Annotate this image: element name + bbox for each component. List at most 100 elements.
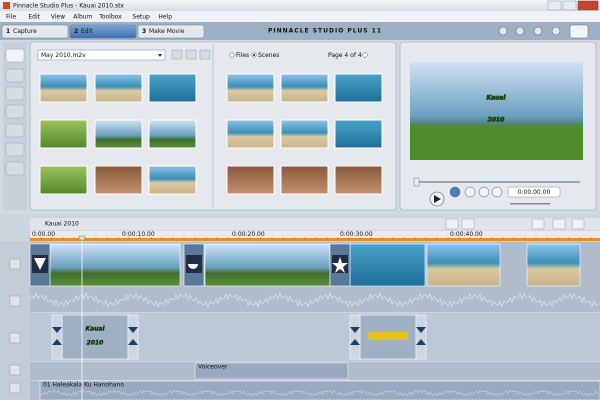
- view-option: Files: [236, 52, 249, 59]
- scene-thumbnail[interactable]: [148, 165, 197, 195]
- menu-item[interactable]: Setup: [132, 14, 150, 21]
- video-clip[interactable]: [49, 243, 181, 287]
- album-tool-tab[interactable]: [5, 68, 25, 83]
- title-transition[interactable]: [51, 314, 63, 360]
- voiceover-label: Voiceover: [198, 364, 228, 371]
- scene-thumbnail[interactable]: [334, 119, 383, 149]
- settings-icon[interactable]: [569, 24, 589, 39]
- scrubber-track: [414, 181, 580, 183]
- transport-button[interactable]: [478, 186, 490, 198]
- menu-item[interactable]: Toolbox: [98, 14, 122, 21]
- music-label: 01 Haleakala Ku Hanohano: [43, 382, 124, 389]
- track-icon[interactable]: [9, 332, 21, 344]
- scene-thumbnail[interactable]: [94, 165, 143, 195]
- transition-icon: [332, 257, 348, 273]
- video-clip[interactable]: [204, 243, 331, 287]
- album-tool-tab[interactable]: [5, 161, 25, 176]
- timeline-tool[interactable]: [461, 218, 475, 230]
- album-icon-button[interactable]: [185, 49, 197, 60]
- track-icon[interactable]: [9, 382, 21, 394]
- timecode: 0:00.00.00: [518, 189, 551, 196]
- transition-marker: [52, 327, 62, 345]
- transport-button[interactable]: [491, 186, 503, 198]
- album-tool-tab[interactable]: [5, 104, 25, 119]
- tab-number: 3: [142, 28, 146, 35]
- scene-thumbnail[interactable]: [280, 119, 329, 149]
- timeline-header: [30, 218, 600, 230]
- timeline-tool[interactable]: [552, 218, 566, 230]
- menu-item[interactable]: Edit: [28, 14, 40, 21]
- music-waveform: [39, 389, 599, 397]
- album-tool-tab[interactable]: [5, 123, 25, 138]
- ruler-label: 0:00.00: [32, 231, 55, 238]
- scene-thumbnail[interactable]: [39, 165, 88, 195]
- preview-grass: [410, 125, 583, 160]
- menu-item[interactable]: Album: [73, 14, 92, 21]
- album-icon-button[interactable]: [199, 49, 211, 60]
- ruler-line: [30, 238, 600, 241]
- close-button[interactable]: [577, 0, 599, 11]
- minimize-button[interactable]: [547, 0, 562, 11]
- track-icon[interactable]: [9, 295, 21, 307]
- audio-waveform: [29, 292, 599, 308]
- scene-thumbnail[interactable]: [334, 73, 383, 103]
- timeline-tool[interactable]: [531, 218, 545, 230]
- scene-thumbnail[interactable]: [334, 165, 383, 195]
- transition-marker: [128, 327, 138, 345]
- video-clip[interactable]: [526, 243, 581, 287]
- album-dropdown[interactable]: [37, 49, 166, 61]
- tab-label: Make Movie: [149, 28, 185, 35]
- album-tool-tab[interactable]: [5, 86, 25, 101]
- video-clip[interactable]: [349, 243, 426, 287]
- scene-thumbnail[interactable]: [280, 73, 329, 103]
- scene-thumbnail[interactable]: [39, 73, 88, 103]
- volume-slider: [510, 203, 550, 205]
- scene-thumbnail[interactable]: [148, 73, 197, 103]
- toolbar-icon[interactable]: [551, 26, 561, 36]
- scene-thumbnail[interactable]: [39, 119, 88, 149]
- playhead-handle[interactable]: [78, 235, 86, 241]
- scene-thumbnail[interactable]: [226, 165, 275, 195]
- maximize-button[interactable]: [562, 0, 577, 11]
- transport-button[interactable]: [449, 186, 461, 198]
- title-clip[interactable]: [61, 314, 129, 360]
- album-tool-tab[interactable]: [5, 142, 25, 157]
- menu-item[interactable]: File: [6, 14, 16, 21]
- voiceover-clip[interactable]: [194, 362, 349, 380]
- scene-thumbnail[interactable]: [280, 165, 329, 195]
- track-icon[interactable]: [9, 258, 21, 270]
- app-icon: [3, 2, 10, 9]
- scrubber-handle[interactable]: [413, 177, 420, 187]
- album-page: Page 4 of 4: [328, 52, 362, 59]
- tab-number: 1: [6, 28, 10, 35]
- timeline-tool[interactable]: [571, 218, 585, 230]
- menu-item[interactable]: Help: [158, 14, 172, 21]
- dropdown-arrow: [158, 54, 162, 57]
- title-transition[interactable]: [415, 314, 427, 360]
- toolbar-icon[interactable]: [515, 26, 525, 36]
- title-transition[interactable]: [127, 314, 139, 360]
- track-icon[interactable]: [9, 364, 21, 376]
- video-clip[interactable]: [426, 243, 501, 287]
- scene-thumbnail[interactable]: [148, 119, 197, 149]
- album-icon-button[interactable]: [171, 49, 183, 60]
- page-nav[interactable]: [361, 51, 369, 59]
- timeline-tool[interactable]: [445, 218, 459, 230]
- album-tool-tab[interactable]: [5, 48, 25, 63]
- menu-item[interactable]: View: [51, 14, 65, 21]
- scene-thumbnail[interactable]: [226, 73, 275, 103]
- toolbar-icon[interactable]: [498, 26, 508, 36]
- tab[interactable]: [69, 24, 137, 39]
- toolbar-icon[interactable]: [533, 26, 543, 36]
- scene-thumbnail[interactable]: [94, 73, 143, 103]
- title-transition[interactable]: [349, 314, 361, 360]
- view-radio[interactable]: [229, 52, 235, 58]
- transport-button[interactable]: [464, 186, 476, 198]
- scene-thumbnail[interactable]: [226, 119, 275, 149]
- scene-thumbnail[interactable]: [94, 119, 143, 149]
- tab[interactable]: [1, 24, 69, 39]
- tab-label: Capture: [13, 28, 37, 35]
- menu-bar: [0, 11, 600, 22]
- tab[interactable]: [137, 24, 205, 39]
